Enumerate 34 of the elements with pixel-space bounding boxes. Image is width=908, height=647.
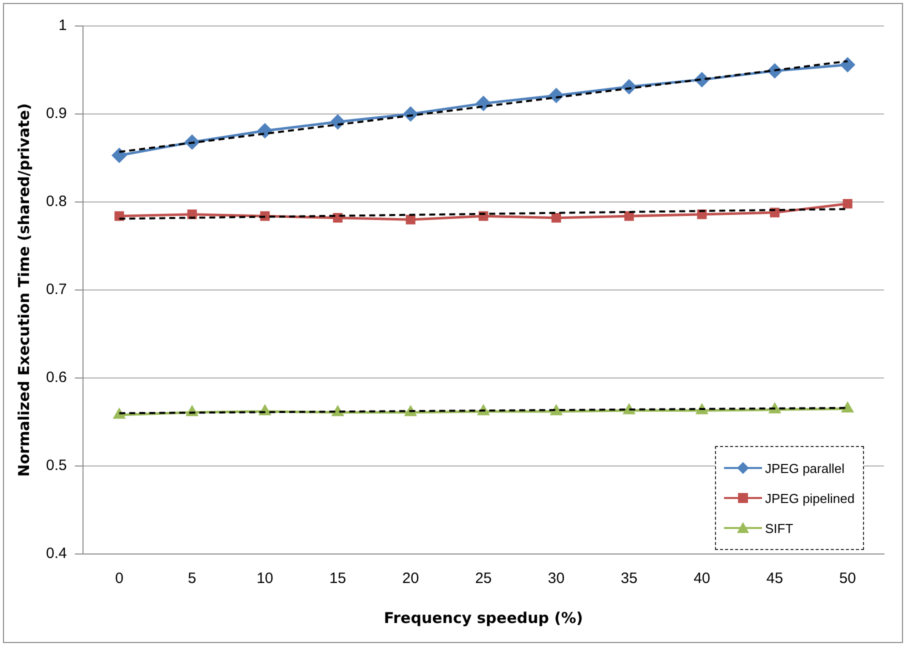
x-axis-title: Frequency speedup (%): [384, 608, 584, 627]
x-tick-label: 0: [115, 570, 124, 588]
y-tick-label: 0.8: [46, 193, 67, 210]
point: [476, 96, 491, 111]
legend-label: SIFT: [765, 520, 794, 536]
x-tick-label: 35: [620, 570, 638, 588]
point: [258, 123, 272, 138]
y-tick-label: 0.4: [46, 545, 67, 562]
point: [550, 405, 562, 416]
point: [840, 57, 855, 72]
x-tick-label: 20: [402, 570, 419, 588]
point: [332, 406, 344, 416]
point: [406, 214, 416, 224]
x-tick-label: 15: [329, 570, 346, 588]
x-tick-label: 30: [548, 570, 565, 588]
y-axis-title: Normalized Execution Time (shared/private): [14, 103, 33, 477]
point: [112, 148, 127, 163]
x-tick-label: 10: [256, 570, 274, 588]
point: [624, 211, 634, 221]
legend-label: JPEG pipelined: [765, 490, 855, 506]
point: [842, 402, 854, 413]
x-tick-label: 45: [766, 570, 784, 588]
x-tick-label: 5: [188, 570, 196, 588]
x-tick-label: 25: [475, 570, 492, 588]
y-tick-label: 0.9: [46, 105, 67, 122]
y-tick-label: 1: [58, 17, 67, 34]
y-tick-label: 0.5: [46, 457, 67, 474]
point: [551, 213, 562, 223]
point: [842, 198, 852, 209]
x-tick-label: 50: [839, 570, 856, 588]
y-tick-label: 0.6: [46, 369, 67, 386]
x-tick-label: 40: [694, 570, 710, 588]
y-tick-label: 0.7: [46, 281, 67, 298]
legend-label: JPEG parallel: [765, 460, 844, 476]
